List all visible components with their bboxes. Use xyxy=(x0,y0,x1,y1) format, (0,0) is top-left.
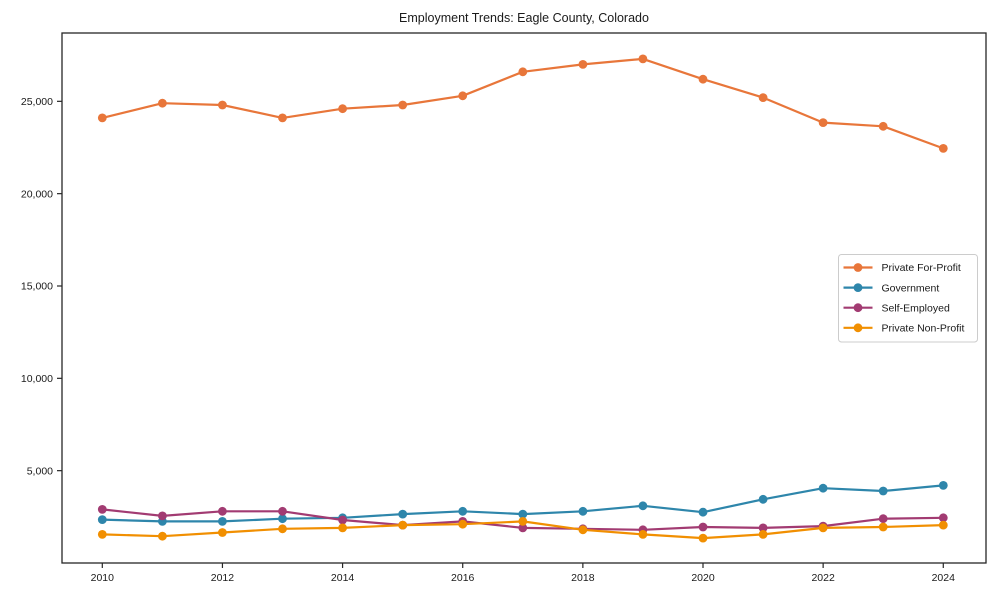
data-point-self-employed xyxy=(97,505,107,514)
data-point-government xyxy=(638,501,648,511)
data-point-self-employed xyxy=(758,523,768,533)
data-point-self-employed xyxy=(518,523,528,533)
data-point-government xyxy=(278,514,287,524)
data-point-private-for-profit xyxy=(698,74,708,84)
data-point-private-non-profit xyxy=(818,523,828,533)
data-point-private-for-profit xyxy=(878,121,888,131)
legend-marker-private-non-profit xyxy=(853,323,863,333)
data-point-government xyxy=(878,486,888,496)
data-point-private-non-profit xyxy=(458,519,468,529)
data-point-government xyxy=(698,507,708,517)
data-point-private-non-profit xyxy=(278,524,287,534)
y-axis-tick-label: 25,000 xyxy=(21,96,53,108)
data-point-private-for-profit xyxy=(278,113,287,123)
data-point-private-for-profit xyxy=(758,93,768,102)
legend-marker-self-employed xyxy=(853,303,863,313)
legend-label-private-for-profit: Private For-Profit xyxy=(882,262,961,274)
data-point-private-for-profit xyxy=(818,118,828,127)
legend-marker-private-for-profit xyxy=(853,263,863,272)
data-point-private-for-profit xyxy=(158,98,167,108)
data-point-government xyxy=(818,483,828,493)
y-axis-tick-label: 20,000 xyxy=(21,188,53,200)
data-point-government xyxy=(578,506,588,516)
data-point-government xyxy=(758,494,768,504)
chart-title: Employment Trends: Eagle County, Colorad… xyxy=(399,11,649,25)
data-point-self-employed xyxy=(938,513,948,523)
data-point-private-for-profit xyxy=(97,113,107,123)
data-point-self-employed xyxy=(878,514,888,524)
legend-label-self-employed: Self-Employed xyxy=(882,302,950,314)
legend-label-government: Government xyxy=(882,282,940,294)
data-point-private-non-profit xyxy=(518,517,528,526)
data-point-private-non-profit xyxy=(878,522,888,532)
legend-label-private-non-profit: Private Non-Profit xyxy=(882,323,965,335)
data-point-self-employed xyxy=(278,506,287,516)
x-axis-tick-label: 2020 xyxy=(691,572,715,584)
data-point-self-employed xyxy=(338,515,347,525)
data-point-government xyxy=(458,506,468,516)
data-point-government xyxy=(518,509,528,519)
x-axis-tick-label: 2010 xyxy=(91,572,115,584)
y-axis-tick-label: 5,000 xyxy=(27,465,53,477)
data-point-private-non-profit xyxy=(758,530,768,539)
data-point-private-non-profit xyxy=(698,533,708,543)
x-axis-tick-label: 2012 xyxy=(211,572,235,584)
data-point-government xyxy=(218,517,227,526)
data-point-private-for-profit xyxy=(638,54,648,64)
data-point-private-for-profit xyxy=(578,60,588,69)
data-point-private-non-profit xyxy=(338,523,347,533)
data-point-private-for-profit xyxy=(938,144,948,153)
data-point-private-for-profit xyxy=(398,100,408,110)
data-point-private-for-profit xyxy=(218,100,227,110)
axes-spines xyxy=(61,32,987,564)
x-axis-tick-label: 2022 xyxy=(811,572,835,584)
legend-box xyxy=(838,254,978,343)
data-point-self-employed xyxy=(698,522,708,532)
data-point-government xyxy=(398,509,408,519)
data-point-government xyxy=(938,481,948,490)
y-axis-tick-label: 15,000 xyxy=(21,281,53,293)
data-point-private-non-profit xyxy=(398,520,408,530)
data-point-private-non-profit xyxy=(578,525,588,535)
data-point-self-employed xyxy=(158,511,167,521)
x-axis-tick-label: 2014 xyxy=(331,572,355,584)
data-point-government xyxy=(97,515,107,524)
data-point-private-non-profit xyxy=(97,530,107,539)
data-point-private-for-profit xyxy=(518,67,528,77)
legend-marker-government xyxy=(853,283,863,292)
data-point-self-employed xyxy=(218,506,227,516)
x-axis-tick-label: 2024 xyxy=(932,572,956,584)
x-axis-tick-label: 2018 xyxy=(571,572,595,584)
data-point-private-non-profit xyxy=(158,531,167,541)
data-point-private-for-profit xyxy=(338,104,347,114)
y-axis-tick-label: 10,000 xyxy=(21,373,53,385)
x-axis-tick-label: 2016 xyxy=(451,572,475,584)
data-point-private-non-profit xyxy=(218,528,227,537)
data-point-private-non-profit xyxy=(938,520,948,530)
data-point-private-for-profit xyxy=(458,91,468,101)
data-point-private-non-profit xyxy=(638,530,648,539)
